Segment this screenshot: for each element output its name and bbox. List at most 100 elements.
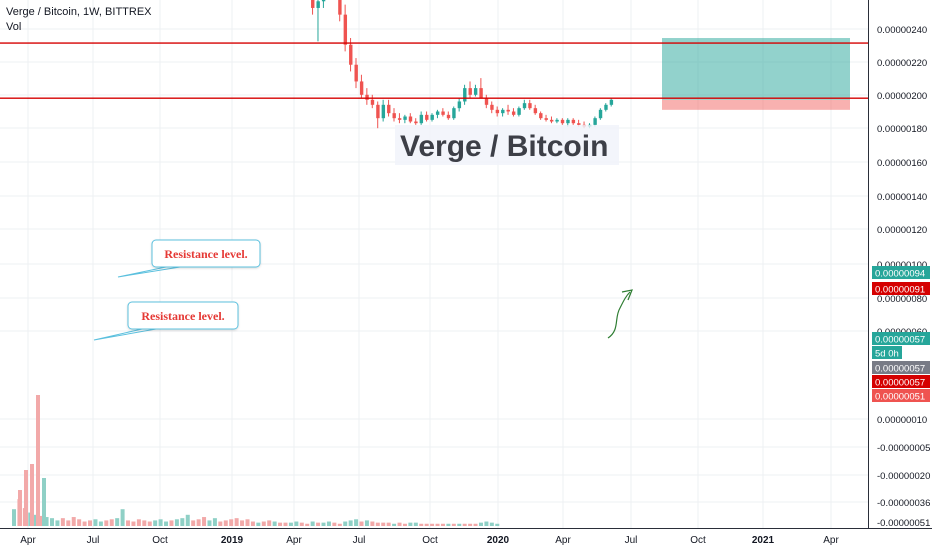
- volume-bar: [12, 509, 16, 526]
- volume-bar: [343, 521, 348, 526]
- volume-bar: [142, 520, 147, 526]
- candle-body: [365, 94, 369, 100]
- volume-bar: [44, 517, 49, 526]
- candle-body: [441, 111, 445, 115]
- callout-pointer: [117, 266, 181, 278]
- candle-body: [593, 118, 597, 125]
- volume-bar: [288, 522, 293, 526]
- candle-body: [419, 114, 424, 124]
- volume-bars: [12, 395, 500, 526]
- candle-body: [549, 119, 554, 122]
- projection-arrowhead: [621, 289, 633, 301]
- candle-body: [370, 99, 375, 105]
- volume-bar: [77, 519, 82, 526]
- volume-bar: [299, 522, 304, 526]
- candle-body: [463, 88, 467, 102]
- candle-body: [354, 64, 358, 82]
- time-axis[interactable]: Apr Jul Oct 2019 Apr Jul Oct 2020 Apr Jul Oct 2021 A…: [20, 535, 839, 546]
- callout-pointer: [93, 328, 157, 341]
- volume-bar: [120, 509, 125, 526]
- chart-title-backdrop: [395, 125, 619, 165]
- volume-bar: [109, 519, 114, 526]
- volume-bar: [305, 523, 310, 526]
- price-tick-label: 0.00000160: [877, 158, 927, 169]
- time-tick-label: 2021: [752, 535, 775, 546]
- price-axis[interactable]: 0.00000240 0.00000220 0.00000200 0.00000180…: [869, 0, 932, 529]
- volume-bar: [82, 521, 87, 526]
- candle-body: [321, 0, 326, 2]
- volume-bar: [310, 521, 315, 526]
- price-tick-label: 0.00000080: [877, 294, 927, 305]
- volume-bar: [440, 523, 445, 526]
- time-tick-label: Apr: [20, 535, 36, 546]
- volume-bar: [261, 521, 266, 526]
- candle-body: [381, 104, 386, 119]
- price-tick-label: -0.00000005: [877, 443, 930, 454]
- price-tick-label: -0.00000036: [877, 498, 930, 509]
- candle-body: [490, 104, 494, 110]
- candle-body: [343, 14, 348, 45]
- time-tick-label: 2019: [221, 535, 244, 546]
- candle-body: [435, 111, 440, 115]
- volume-bar: [402, 523, 407, 526]
- volume-bar: [250, 521, 255, 526]
- volume-bar: [164, 521, 169, 526]
- symbol-title[interactable]: Verge / Bitcoin, 1W, BITTREX: [6, 6, 152, 18]
- candle-body: [311, 0, 315, 8]
- price-tick-label: 0.00000200: [877, 91, 927, 102]
- volume-bar: [408, 522, 413, 526]
- candle-body: [484, 98, 489, 105]
- volume-bar: [131, 521, 136, 526]
- volume-bar: [234, 518, 239, 526]
- volume-bar: [126, 520, 131, 526]
- candlestick-series: [311, 0, 614, 129]
- candle-body: [403, 116, 407, 120]
- volume-bar: [153, 520, 158, 526]
- candle-body: [392, 113, 396, 119]
- time-tick-label: Oct: [422, 535, 438, 546]
- candle-body: [506, 109, 510, 112]
- volume-bar: [484, 521, 489, 526]
- volume-bar: [364, 520, 369, 526]
- volume-bar: [489, 522, 494, 526]
- volume-bar: [424, 523, 429, 526]
- volume-bar: [446, 523, 451, 526]
- volume-bar: [397, 522, 402, 526]
- time-tick-label: Jul: [625, 535, 638, 546]
- volume-bar: [278, 522, 283, 526]
- volume-bar: [50, 518, 55, 526]
- callout-box: [151, 239, 261, 268]
- candle-body: [609, 99, 614, 105]
- chart-header: Verge / Bitcoin, 1W, BITTREX Vol: [6, 6, 152, 33]
- candle-body: [425, 114, 429, 120]
- candle-body: [517, 108, 521, 115]
- volume-bar: [326, 521, 331, 526]
- volume-bar: [370, 521, 375, 526]
- volume-bar: [185, 514, 190, 526]
- price-tick-label: 0.00000140: [877, 192, 927, 203]
- volume-bar: [435, 523, 440, 526]
- volume-bar: [36, 395, 40, 526]
- time-tick-label: Apr: [555, 535, 571, 546]
- volume-indicator-label[interactable]: Vol: [6, 21, 22, 33]
- time-tick-label: Jul: [353, 535, 366, 546]
- volume-bar: [202, 517, 207, 526]
- volume-bar: [332, 522, 337, 526]
- volume-bar: [30, 464, 34, 526]
- volume-bar: [115, 518, 120, 526]
- price-label-bg: [872, 266, 930, 279]
- volume-bar: [348, 520, 353, 526]
- volume-bar: [267, 520, 272, 526]
- volume-bar: [212, 518, 217, 526]
- candle-body: [408, 116, 413, 122]
- volume-bar: [158, 519, 163, 526]
- callout-box: [127, 301, 239, 330]
- price-label: 0.00000057: [875, 335, 925, 346]
- volume-bar: [294, 521, 299, 526]
- resistance-callout: Resistance level.: [117, 239, 261, 278]
- candle-body: [598, 109, 603, 119]
- volume-bar: [60, 518, 65, 526]
- price-label: 5d 0h: [875, 349, 899, 360]
- price-tick-label: 0.00000010: [877, 415, 927, 426]
